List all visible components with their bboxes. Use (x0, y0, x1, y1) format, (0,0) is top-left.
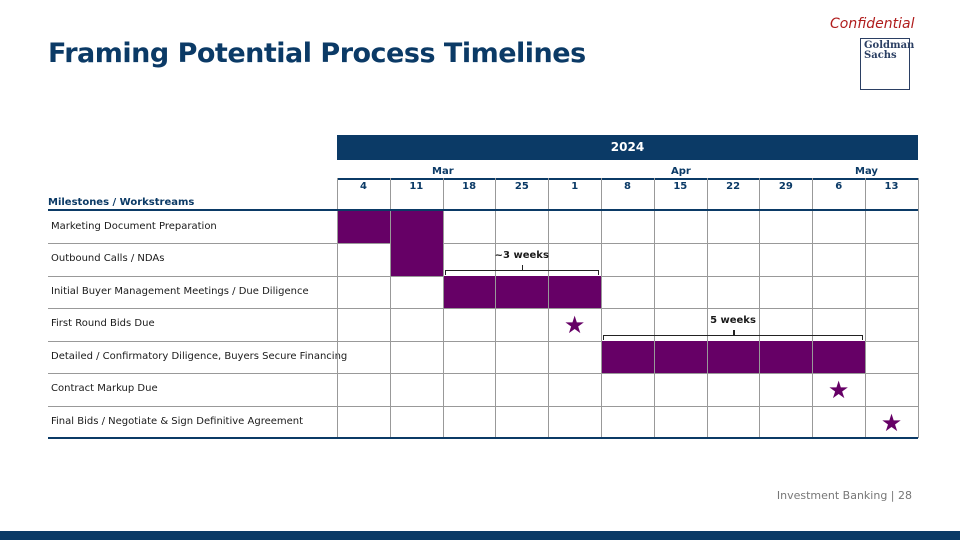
gantt-bar (389, 210, 444, 243)
month-label: Mar (432, 166, 454, 177)
row-divider (48, 308, 918, 309)
week-label: 13 (884, 181, 899, 192)
column-divider (812, 178, 814, 438)
gantt-bar (495, 275, 550, 308)
column-divider (337, 178, 338, 438)
gantt-bar (337, 210, 391, 243)
row-divider (48, 405, 918, 407)
column-divider (601, 178, 602, 438)
gantt-bar (759, 340, 814, 373)
milestone-star-icon: ★ (827, 376, 850, 404)
bottom-bar (0, 531, 960, 540)
row-label: Contract Markup Due (51, 383, 158, 394)
gantt-bar (601, 340, 655, 373)
gantt-bar (442, 275, 497, 308)
milestone-star-icon: ★ (880, 408, 903, 437)
milestone-star-icon: ★ (563, 311, 586, 339)
gantt-bar (548, 275, 602, 308)
week-label: 6 (835, 181, 843, 192)
column-header: Milestones / Workstreams (48, 197, 195, 208)
logo-text-2: Sachs (864, 50, 897, 61)
row-label: First Round Bids Due (51, 318, 155, 329)
week-label: 4 (360, 181, 367, 192)
row-divider (48, 340, 918, 342)
duration-label: ~3 weeks (494, 249, 549, 261)
footer-text: Investment Banking | 28 (776, 489, 912, 502)
row-label: Final Bids / Negotiate & Sign Definitive… (51, 415, 304, 427)
duration-bracket (444, 269, 599, 275)
column-divider (653, 178, 655, 438)
week-label: 25 (514, 181, 529, 192)
month-divider (337, 178, 918, 180)
week-label: 22 (726, 181, 741, 192)
bracket-tick (521, 264, 524, 270)
row-label: Initial Buyer Management Meetings / Due … (51, 285, 309, 297)
column-divider (759, 178, 761, 438)
row-label: Marketing Document Preparation (51, 220, 217, 232)
row-divider (48, 243, 918, 244)
gantt-bar (812, 340, 866, 373)
gantt-bar (389, 243, 444, 276)
row-label: Outbound Calls / NDAs (51, 253, 165, 264)
column-divider (917, 178, 919, 438)
month-label: May (855, 166, 878, 177)
column-divider (389, 178, 391, 438)
column-divider (495, 178, 497, 438)
duration-label: 5 weeks (710, 314, 756, 326)
year-header: 2024 (337, 135, 918, 160)
week-label: 8 (624, 181, 631, 192)
logo-text-1: Goldman (864, 40, 915, 51)
page-title: Framing Potential Process Timelines (48, 38, 586, 69)
row-label: Detailed / Confirmatory Diligence, Buyer… (51, 350, 348, 362)
column-divider (865, 178, 866, 438)
confidential-label: Confidential (830, 16, 915, 32)
column-divider (442, 178, 444, 438)
row-divider (48, 373, 918, 374)
week-label: 15 (673, 181, 688, 192)
gantt-bar (653, 340, 708, 373)
bracket-tick (733, 329, 735, 335)
week-label: 1 (571, 181, 579, 192)
gantt-bar (706, 340, 761, 373)
column-divider (548, 178, 550, 438)
column-divider (706, 178, 708, 438)
month-label: Apr (671, 166, 691, 177)
week-label: 18 (462, 181, 477, 192)
bottom-divider (48, 437, 918, 439)
goldman-sachs-logo: Goldman Sachs (860, 38, 915, 90)
week-label: 29 (778, 181, 793, 192)
duration-bracket (603, 334, 863, 340)
week-label: 11 (409, 181, 424, 192)
header-divider (48, 209, 918, 211)
